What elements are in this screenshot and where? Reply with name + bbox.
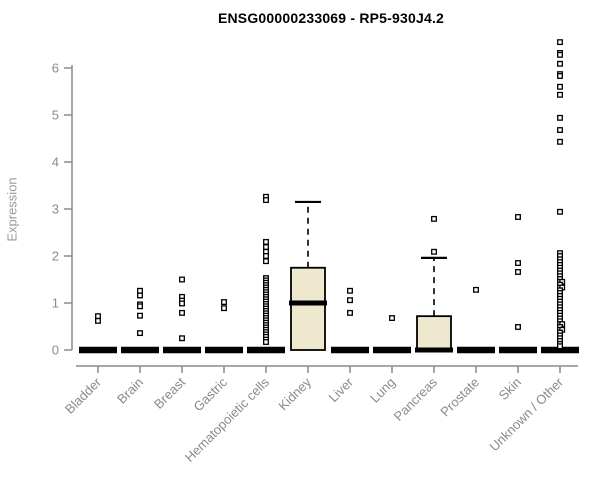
outlier-point	[263, 258, 269, 265]
x-category-label: Bladder	[62, 374, 105, 417]
outlier-point	[473, 286, 479, 293]
outlier-point	[179, 309, 185, 316]
outlier-point	[557, 127, 563, 133]
outlier-point	[557, 60, 563, 67]
outlier-point	[431, 215, 437, 222]
y-tick-label: 4	[52, 155, 59, 170]
outlier-point	[263, 339, 269, 345]
outlier-point	[137, 312, 143, 319]
x-category-label: Kidney	[275, 374, 314, 413]
y-tick-label: 3	[52, 202, 59, 217]
outlier-point	[137, 292, 143, 299]
outlier-point	[263, 244, 269, 251]
x-category-label: Liver	[326, 374, 357, 405]
y-tick-label: 5	[52, 108, 59, 123]
outlier-point	[557, 73, 563, 79]
outlier-point	[557, 208, 563, 215]
outlier-point	[557, 39, 563, 46]
outlier-point	[389, 315, 395, 321]
outlier-point	[347, 309, 353, 316]
outlier-point	[347, 297, 353, 304]
outlier-point	[137, 303, 143, 310]
outlier-point	[515, 269, 521, 275]
outlier-point	[557, 138, 563, 145]
x-category-label: Lung	[367, 375, 398, 406]
x-category-label: Pancreas	[391, 374, 441, 424]
outlier-point	[221, 305, 227, 312]
outlier-point	[515, 260, 521, 266]
x-category-label: Brain	[114, 375, 146, 407]
outlier-point	[137, 330, 143, 337]
outlier-point	[263, 253, 269, 259]
outlier-point	[347, 287, 353, 294]
outlier-point	[179, 276, 185, 283]
outlier-point	[557, 51, 563, 58]
x-category-label: Prostate	[437, 375, 482, 420]
chart-title: ENSG00000233069 - RP5-930J4.2	[217, 10, 445, 26]
outlier-point	[557, 83, 563, 90]
outlier-point	[431, 248, 437, 255]
y-tick-label: 2	[52, 249, 59, 264]
x-category-label: Unknown / Other	[487, 374, 567, 454]
outlier-point	[179, 300, 185, 307]
y-tick-label: 6	[52, 61, 59, 76]
outlier-point	[515, 214, 521, 220]
outlier-point	[179, 335, 185, 342]
outlier-point	[263, 238, 269, 245]
x-category-label: Breast	[151, 374, 188, 411]
iqr-box	[416, 315, 452, 351]
outlier-point	[221, 299, 227, 306]
y-tick-label: 1	[52, 296, 59, 311]
outlier-point	[557, 91, 563, 98]
outlier-point	[557, 114, 563, 121]
outlier-point	[557, 343, 563, 350]
x-category-label: Skin	[496, 375, 524, 403]
outlier-point	[95, 313, 101, 320]
x-category-label: Gastric	[190, 374, 230, 414]
outlier-point	[137, 287, 143, 294]
outlier-point	[263, 197, 269, 204]
iqr-box	[290, 266, 326, 351]
outlier-point	[515, 324, 521, 330]
y-tick-label: 0	[52, 343, 59, 358]
outlier-point	[95, 317, 101, 324]
